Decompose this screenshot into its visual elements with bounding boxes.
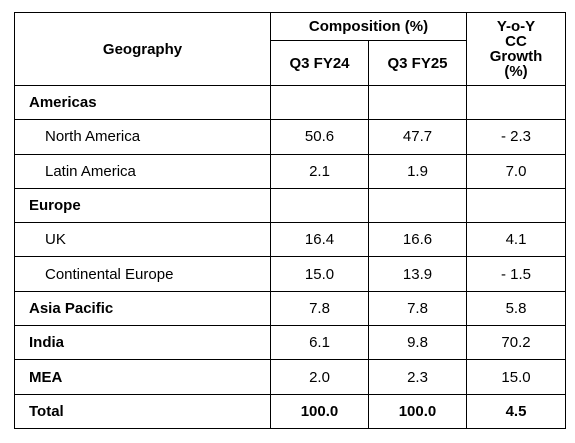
cell-value: 7.8 <box>270 290 369 327</box>
row-label: MEA <box>14 359 271 395</box>
cell-value: 15.0 <box>270 256 369 292</box>
header-period: Q3 FY24 <box>270 40 369 86</box>
cell-value: 2.1 <box>270 153 369 189</box>
cell-value: 7.0 <box>466 153 566 189</box>
cell-value: 6.1 <box>270 325 369 361</box>
header-period: Q3 FY25 <box>368 40 467 86</box>
table-row: India 6.1 9.8 70.2 <box>14 325 566 361</box>
header-geography: Geography <box>14 12 271 86</box>
cell-value: 15.0 <box>466 359 566 395</box>
table-row: MEA 2.0 2.3 15.0 <box>14 359 566 395</box>
cell-value: 4.1 <box>466 222 566 258</box>
cell-value: - 1.5 <box>466 256 566 292</box>
header-composition: Composition (%) <box>270 12 467 41</box>
row-label: North America <box>14 119 271 155</box>
empty-cell <box>270 187 369 224</box>
empty-cell <box>368 84 467 121</box>
cell-value: 100.0 <box>368 393 467 429</box>
row-label: Americas <box>14 84 271 121</box>
cell-value: 50.6 <box>270 119 369 155</box>
cell-value: 2.0 <box>270 359 369 395</box>
row-label: Asia Pacific <box>14 290 271 327</box>
empty-cell <box>466 187 566 224</box>
empty-cell <box>466 84 566 121</box>
cell-value: 47.7 <box>368 119 467 155</box>
table-row: Europe <box>14 187 566 224</box>
cell-value: 100.0 <box>270 393 369 429</box>
row-label: Total <box>14 393 271 429</box>
row-label: India <box>14 325 271 361</box>
cell-value: 70.2 <box>466 325 566 361</box>
row-label: Europe <box>14 187 271 224</box>
row-label: Continental Europe <box>14 256 271 292</box>
cell-value: 16.4 <box>270 222 369 258</box>
row-label: Latin America <box>14 153 271 189</box>
cell-value: - 2.3 <box>466 119 566 155</box>
cell-value: 1.9 <box>368 153 467 189</box>
header-growth-line: (%) <box>504 63 528 80</box>
cell-value: 7.8 <box>368 290 467 327</box>
cell-value: 5.8 <box>466 290 566 327</box>
cell-value: 13.9 <box>368 256 467 292</box>
cell-value: 4.5 <box>466 393 566 429</box>
row-label: UK <box>14 222 271 258</box>
table-body: Americas North America 50.6 47.7- 2.3 Latin … <box>14 84 566 429</box>
cell-value: 2.3 <box>368 359 467 395</box>
table-row: Continental Europe 15.0 13.9- 1.5 <box>14 256 566 292</box>
table-row: Latin America 2.1 1.9 7.0 <box>14 153 566 189</box>
table-row: Total 100.0 100.0 4.5 <box>14 393 566 429</box>
empty-cell <box>368 187 467 224</box>
table-row: North America 50.6 47.7- 2.3 <box>14 119 566 155</box>
header-growth-line: CC <box>505 33 527 50</box>
header-growth-line: Y-o-Y <box>496 18 536 35</box>
cell-value: 16.6 <box>368 222 467 258</box>
empty-cell <box>270 84 369 121</box>
geography-table: Geography Composition (%) Y-o-Y CC Growt… <box>14 12 566 429</box>
header-growth: Y-o-Y CC Growth (%) <box>466 12 566 86</box>
table-row: Asia Pacific 7.8 7.8 5.8 <box>14 290 566 327</box>
table-row: Americas <box>14 84 566 121</box>
cell-value: 9.8 <box>368 325 467 361</box>
table-row: UK 16.4 16.6 4.1 <box>14 222 566 258</box>
header-growth-line: Growth <box>489 48 543 65</box>
